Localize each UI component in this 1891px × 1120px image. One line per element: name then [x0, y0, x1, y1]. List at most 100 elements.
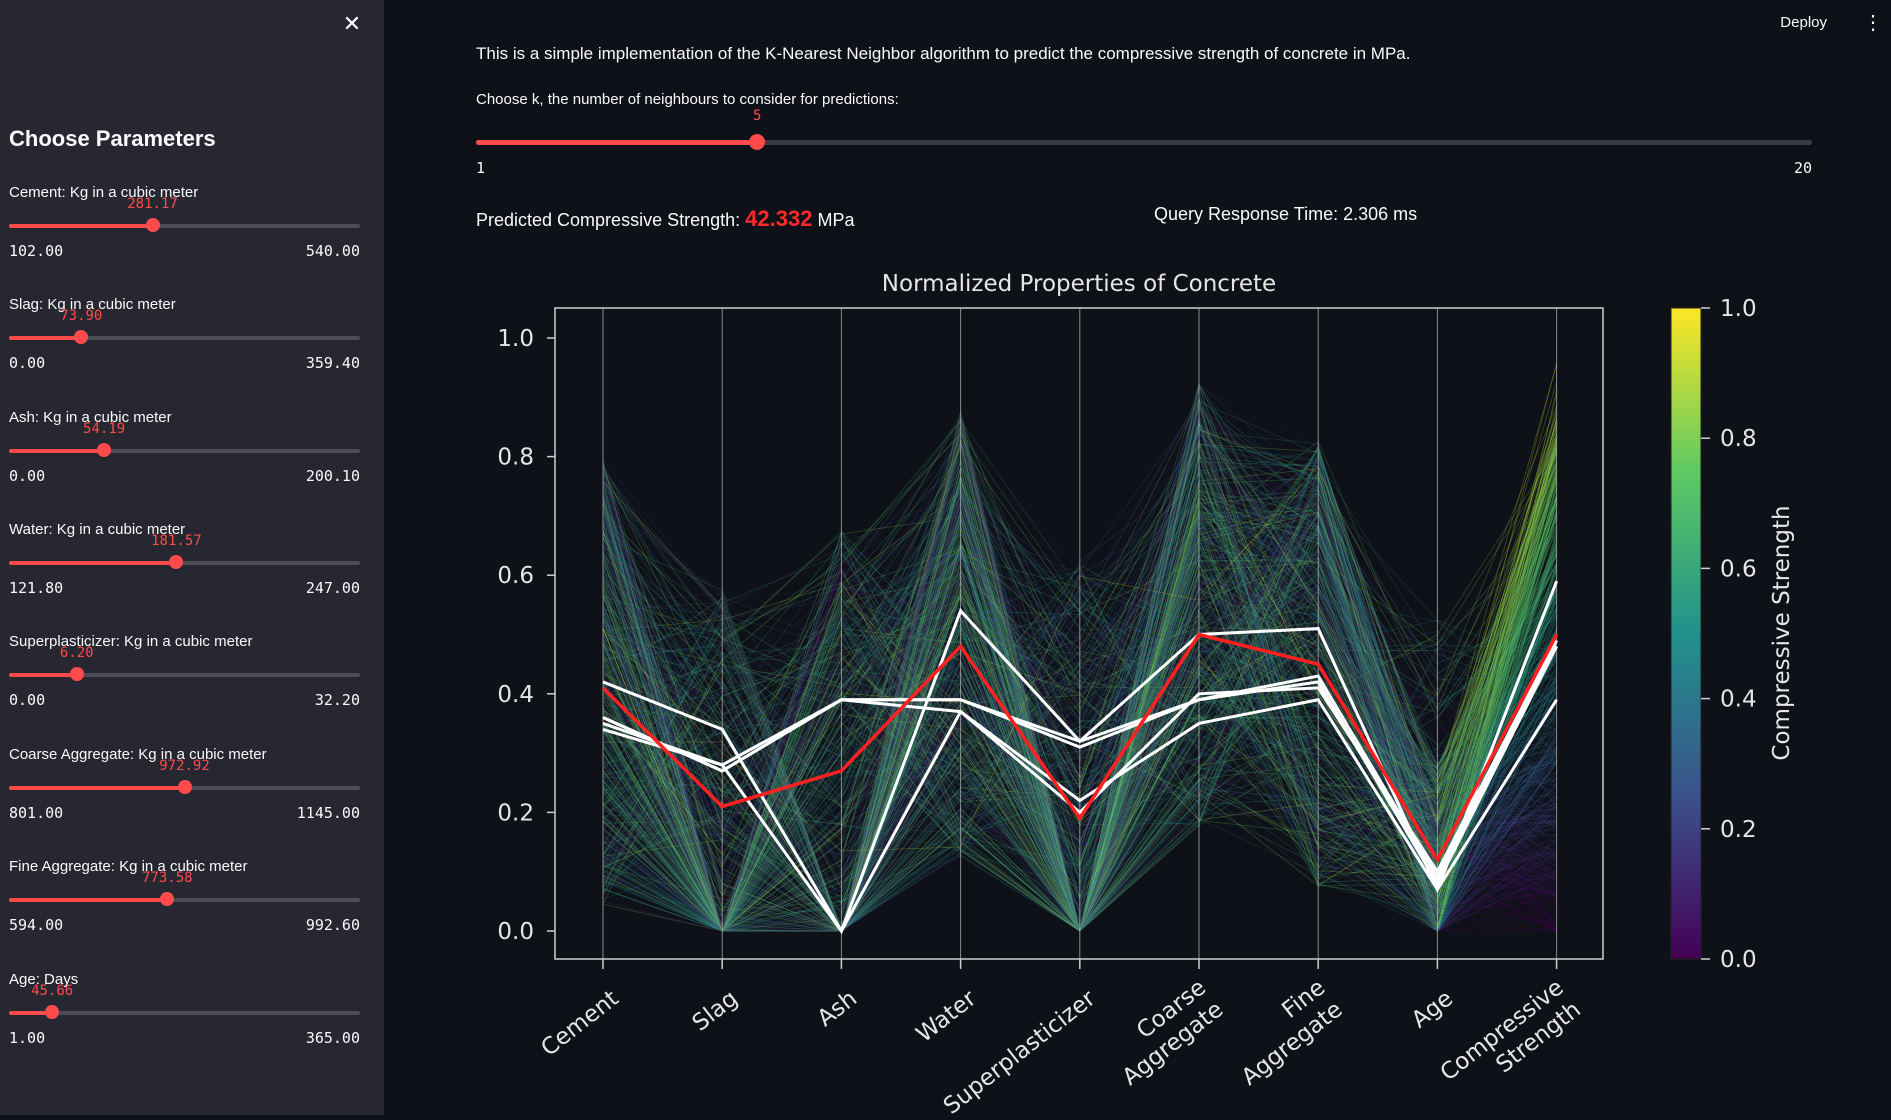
- deploy-button[interactable]: Deploy: [1780, 14, 1827, 31]
- param-slider-min: 121.80: [9, 579, 64, 597]
- param-slider-thumb[interactable]: [145, 218, 160, 232]
- param-slider-track[interactable]: 972.92: [9, 758, 360, 794]
- colorbar-ticks: 0.0 0.2 0.4 0.6 0.8 1.0: [1701, 296, 1757, 973]
- x-axis-label: Cement: [536, 986, 623, 1062]
- param-slider-min: 0.00: [9, 354, 46, 372]
- param-slider-fill: [9, 449, 105, 453]
- param-slider-thumb[interactable]: [160, 892, 175, 906]
- param-slider-track[interactable]: 54.19: [9, 421, 360, 457]
- axes: [602, 308, 1558, 969]
- colorbar-tick-label: 0.2: [1720, 817, 1757, 843]
- x-axis-label-text: Cement: [536, 986, 623, 1062]
- param-slider-track[interactable]: 281.17: [9, 196, 360, 232]
- close-icon[interactable]: ✕: [342, 11, 362, 36]
- param-slider-value: 281.17: [127, 196, 178, 212]
- x-axis-label: Age: [1407, 986, 1458, 1034]
- param-slider-thumb[interactable]: [74, 330, 89, 344]
- y-tick-label: 1.0: [497, 326, 534, 352]
- neighbor-line: [602, 698, 1558, 934]
- param-slider-label: Superplasticizer: Kg in a cubic meter: [9, 633, 253, 650]
- param-slider[interactable]: Coarse Aggregate: Kg in a cubic meter 972…: [9, 746, 360, 846]
- x-axis-label-text: CoarseAggregate: [1101, 975, 1229, 1091]
- k-slider-track[interactable]: 5: [476, 108, 1812, 150]
- k-slider-fill: [476, 140, 758, 145]
- param-slider-max: 365.00: [305, 1029, 360, 1047]
- param-slider-max: 540.00: [305, 242, 360, 260]
- sidebar: ✕ Choose Parameters Cement: Kg in a cubi…: [0, 0, 384, 1115]
- param-slider-track[interactable]: 773.58: [9, 870, 360, 906]
- param-slider-thumb[interactable]: [177, 780, 192, 794]
- k-slider-value: 5: [753, 108, 762, 124]
- intro-text: This is a simple implementation of the K…: [476, 44, 1411, 63]
- param-slider-max: 992.60: [305, 916, 360, 934]
- param-slider[interactable]: Cement: Kg in a cubic meter 281.17 102.00 5…: [9, 184, 360, 284]
- param-slider-min: 1.00: [9, 1029, 46, 1047]
- param-slider-label: Ash: Kg in a cubic meter: [9, 409, 172, 426]
- k-slider[interactable]: 5 1 20: [476, 108, 1812, 180]
- param-slider-value: 54.19: [83, 421, 126, 437]
- param-slider-value: 6.20: [59, 645, 94, 661]
- param-slider-thumb[interactable]: [45, 1005, 60, 1019]
- k-slider-max: 20: [1793, 159, 1812, 177]
- chart-container: Normalized Properties of Concrete 0.0 0.2…: [384, 260, 1891, 1120]
- param-slider[interactable]: Superplasticizer: Kg in a cubic meter 6.2…: [9, 633, 360, 733]
- x-axis-label-word: Cement: [536, 986, 623, 1062]
- x-axis-label: Water: [912, 985, 982, 1048]
- colorbar-tick-label: 1.0: [1720, 296, 1757, 322]
- param-slider-thumb[interactable]: [69, 667, 84, 681]
- param-slider-track[interactable]: 45.66: [9, 983, 360, 1019]
- x-axis-label-text: Age: [1407, 986, 1458, 1034]
- y-tick-label: 0.0: [497, 919, 534, 945]
- param-slider-fill: [9, 898, 168, 902]
- y-ticks: 0.0 0.2 0.4 0.6 0.8 1.0: [497, 326, 555, 945]
- query-line: [601, 632, 1559, 864]
- k-slider-label: Choose k, the number of neighbours to co…: [476, 91, 899, 108]
- query-response-time: Query Response Time: 2.306 ms: [1154, 204, 1418, 224]
- param-slider-fill: [9, 673, 77, 677]
- x-axis-label-word: Slag: [688, 986, 743, 1037]
- param-slider-track[interactable]: 181.57: [9, 533, 360, 569]
- param-slider[interactable]: Ash: Kg in a cubic meter 54.19 0.00 200.10: [9, 409, 360, 509]
- y-tick-label: 0.4: [497, 682, 534, 708]
- param-slider[interactable]: Slag: Kg in a cubic meter 73.90 0.00 359.40: [9, 296, 360, 396]
- x-axis-label-word: Ash: [813, 986, 862, 1033]
- param-slider-value: 773.58: [142, 870, 193, 886]
- prediction-value: 42.332: [745, 206, 813, 231]
- param-slider-label: Cement: Kg in a cubic meter: [9, 184, 199, 201]
- param-slider-min: 102.00: [9, 242, 64, 260]
- x-axis-label-text: Water: [912, 985, 982, 1048]
- param-slider-min: 0.00: [9, 691, 46, 709]
- param-slider-track[interactable]: 73.90: [9, 308, 360, 344]
- param-slider-min: 594.00: [9, 916, 64, 934]
- param-slider[interactable]: Age: Days 45.66 1.00 365.00: [9, 971, 360, 1071]
- x-axis-label-text: FineAggregate: [1220, 975, 1348, 1091]
- param-slider-label: Fine Aggregate: Kg in a cubic meter: [9, 858, 248, 875]
- param-slider-fill: [9, 1011, 53, 1015]
- neighbor-lines: [602, 580, 1558, 935]
- param-slider-value: 972.92: [159, 758, 210, 774]
- param-slider-thumb[interactable]: [169, 555, 184, 569]
- colorbar: [1670, 307, 1702, 960]
- x-axis-label: FineAggregate: [1220, 975, 1348, 1091]
- x-axis-label: Ash: [813, 986, 862, 1033]
- x-axis-label-word: Water: [912, 985, 982, 1048]
- colorbar-tick-label: 0.0: [1720, 947, 1757, 973]
- param-slider-thumb[interactable]: [97, 443, 112, 457]
- param-slider-track[interactable]: 6.20: [9, 645, 360, 681]
- k-slider-thumb[interactable]: 5: [749, 108, 766, 150]
- param-slider-fill: [9, 561, 177, 565]
- param-slider[interactable]: Water: Kg in a cubic meter 181.57 121.80 24…: [9, 521, 360, 621]
- x-axis-label-text: Ash: [813, 986, 862, 1033]
- colorbar-tick-label: 0.8: [1720, 426, 1757, 452]
- prediction-text: Predicted Compressive Strength: 42.332 M…: [476, 206, 854, 232]
- param-slider[interactable]: Fine Aggregate: Kg in a cubic meter 773.5…: [9, 858, 360, 958]
- prediction-unit: MPa: [817, 210, 855, 230]
- colorbar-tick-label: 0.6: [1720, 556, 1757, 582]
- plot-frame: [554, 307, 1604, 960]
- param-slider-value: 181.57: [151, 533, 202, 549]
- param-slider-fill: [9, 336, 82, 340]
- x-axis-label: Slag: [688, 986, 743, 1037]
- main-content: Deploy ⋮ This is a simple implementation…: [384, 0, 1891, 1115]
- vertical-dots-icon[interactable]: ⋮: [1863, 12, 1883, 34]
- query-line-group: [601, 632, 1559, 864]
